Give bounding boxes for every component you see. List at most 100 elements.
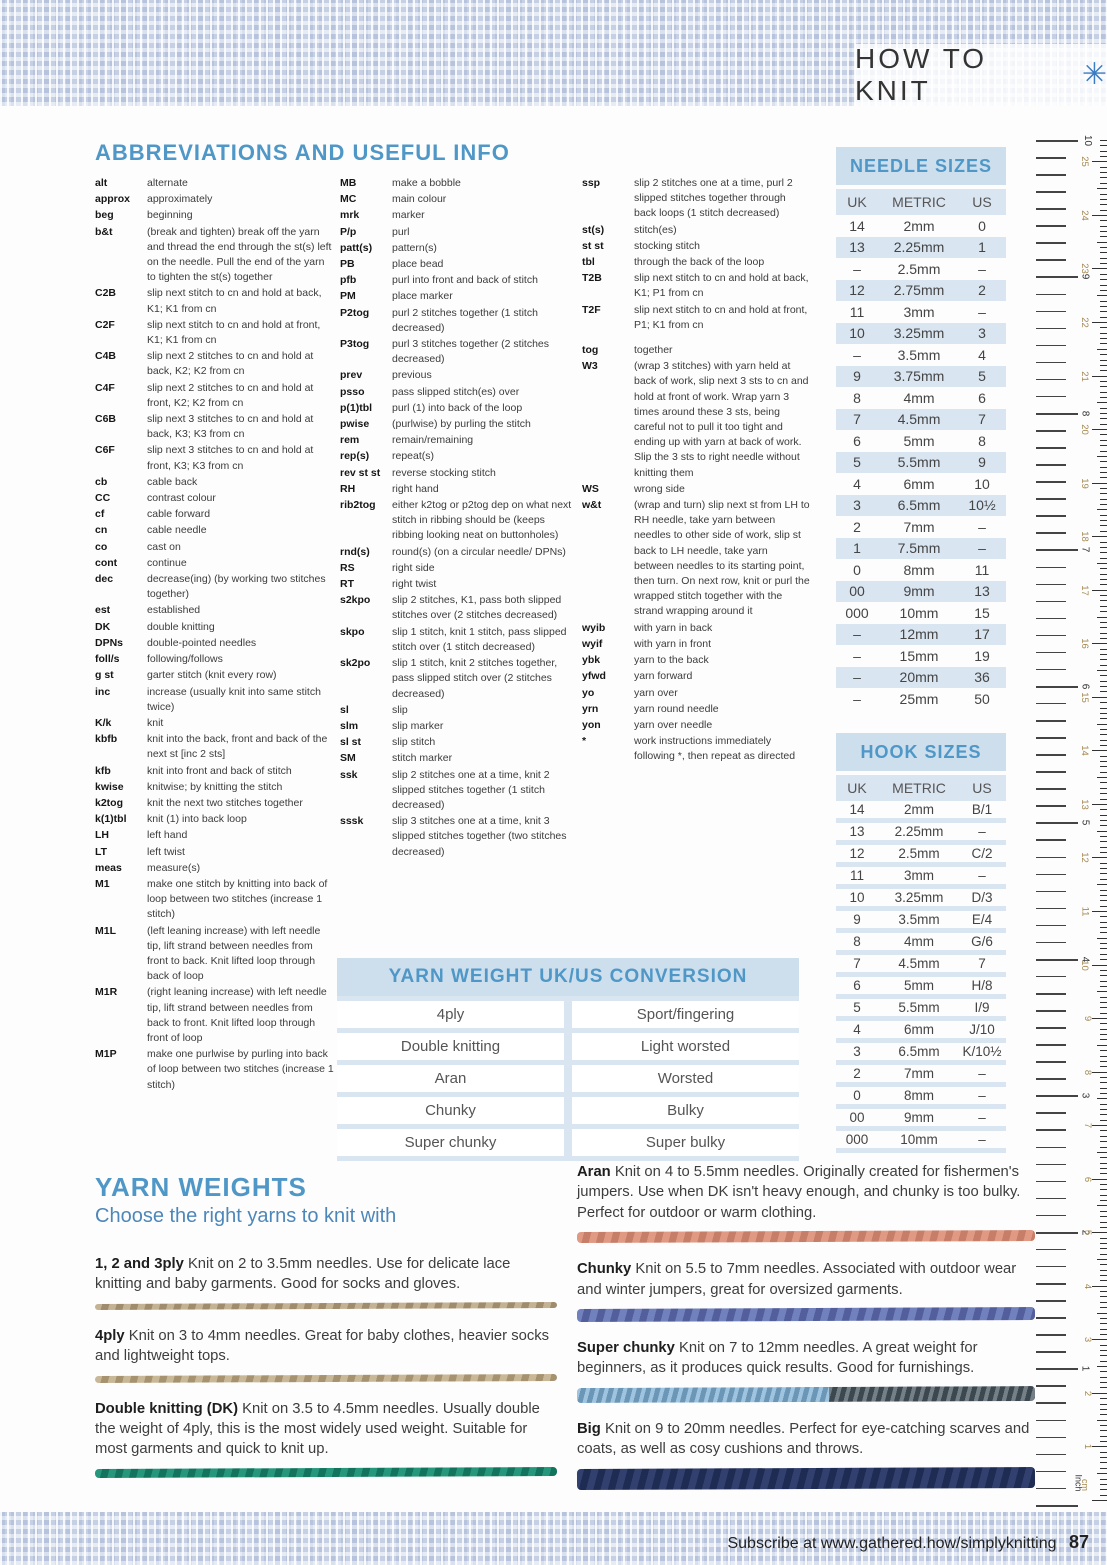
ruler-cm-tick xyxy=(1100,702,1107,704)
ruler-cm-tick xyxy=(1100,204,1107,206)
table-cell: 13 xyxy=(849,239,865,256)
abbrev-entry: meas measure(s) xyxy=(95,861,335,876)
abbrev-term: T2B xyxy=(582,272,602,285)
abbreviations-column-3: ssp slip 2 stitches one at a time, purl 2… xyxy=(582,176,810,766)
abbrev-definition: measure(s) xyxy=(147,861,201,874)
ruler-cm-tick xyxy=(1100,739,1107,741)
ruler-cm-tick xyxy=(1100,1253,1107,1255)
table-cell: 5.5mm xyxy=(898,1000,940,1015)
abbrev-definition: marker xyxy=(392,209,425,222)
conversion-cell: Worsted xyxy=(572,1065,799,1092)
abbrev-definition: beginning xyxy=(147,209,193,222)
abbrev-definition: decrease(ing) (by working two stitches t… xyxy=(147,573,326,601)
abbrev-term: alt xyxy=(95,177,108,189)
abbrev-term: C4F xyxy=(95,381,115,394)
ruler-inch-tick xyxy=(1036,1402,1066,1404)
needle-size-row: – 20mm 36 xyxy=(836,666,1006,688)
table-cell: 11 xyxy=(849,868,864,883)
ruler-inch-tick xyxy=(1036,1112,1066,1114)
abbrev-definition: purl into front and back of stitch xyxy=(392,274,538,287)
abbrev-term: b&t xyxy=(95,225,113,238)
ruler-inch-tick xyxy=(1036,958,1078,961)
ruler-cm-tick xyxy=(1100,771,1107,773)
abbrev-definition: yarn over xyxy=(634,686,678,699)
ruler-cm-tick xyxy=(1100,1269,1107,1271)
ruler-cm-tick xyxy=(1100,1291,1107,1293)
ruler-cm-tick xyxy=(1100,761,1107,763)
hook-sizes-panel: HOOK SIZES UK METRIC US 14 2mm B/1 13 2.25mm –1… xyxy=(836,733,1006,1153)
needle-sizes-panel: NEEDLE SIZES UK METRIC US 14 2mm 0 13 2.25mm 1–… xyxy=(836,147,1006,710)
ruler-cm-tick xyxy=(1100,231,1107,233)
ruler-inch-tick xyxy=(1036,1334,1066,1336)
ruler-cm-number: 4 xyxy=(1081,1283,1093,1289)
ruler-cm-tick xyxy=(1097,1419,1107,1421)
ruler-cm-tick xyxy=(1100,1184,1107,1186)
ruler-cm-tick xyxy=(1092,750,1107,752)
table-cell: – xyxy=(978,1110,986,1125)
abbrev-definition: purl (1) into back of the loop xyxy=(392,401,523,414)
abbrev-definition: (right leaning increase) with left needl… xyxy=(147,986,327,1044)
abbrev-definition: alternate xyxy=(147,177,188,189)
abbrev-definition: yarn over needle xyxy=(634,718,713,731)
table-cell: – xyxy=(853,346,861,363)
hook-size-row: 000 10mm – xyxy=(836,1131,1006,1153)
abbrev-definition: left twist xyxy=(147,845,185,858)
ruler-inch-tick xyxy=(1036,412,1078,415)
ruler-cm-tick xyxy=(1097,1044,1107,1046)
ruler-cm-tick xyxy=(1092,1339,1107,1341)
ruler-inch-number: 5 xyxy=(1079,820,1091,826)
table-cell: 3.25mm xyxy=(893,325,945,342)
ruler-cm-number: 19 xyxy=(1079,477,1091,489)
abbrev-term: pfb xyxy=(340,274,357,287)
table-cell: H/8 xyxy=(971,978,993,993)
ruler-cm-number: 21 xyxy=(1079,370,1091,382)
hook-size-row: 4 6mm J/10 xyxy=(836,1021,1006,1043)
column-header: US xyxy=(972,194,992,210)
table-cell: 20mm xyxy=(899,669,939,686)
needle-size-row: – 15mm 19 xyxy=(836,645,1006,667)
abbrev-definition: approximately xyxy=(147,193,213,206)
ruler-cm-tick xyxy=(1100,1275,1107,1277)
yarn-strand-image xyxy=(94,1301,558,1310)
knit-texture-top: HOW TO KNIT ✳ xyxy=(0,0,1107,106)
abbrev-entry: slm slip marker xyxy=(340,719,578,734)
conversion-cell: Double knitting xyxy=(337,1033,564,1060)
abbrev-entry: cont continue xyxy=(95,556,335,571)
table-cell: 5 xyxy=(853,454,861,471)
abbrev-entry: k2tog knit the next two stitches together xyxy=(95,796,335,811)
hook-size-row: 2 7mm – xyxy=(836,1065,1006,1087)
column-header: METRIC xyxy=(892,780,946,796)
ruler-cm-tick xyxy=(1100,370,1107,372)
abbrev-definition: (purlwise) by purling the stitch xyxy=(392,418,531,431)
abbrev-definition: slip next 3 stitches to cn and hold at f… xyxy=(147,444,314,472)
ruler-inch-tick xyxy=(1036,157,1066,159)
abbrev-term: RH xyxy=(340,482,356,495)
table-cell: I/9 xyxy=(974,1000,990,1015)
yarn-weight-text: Knit on 3.5 to 4.5mm needles. Usually do… xyxy=(95,1400,540,1458)
ruler-cm-tick xyxy=(1100,819,1107,821)
abbrev-term: SM xyxy=(340,752,356,765)
ruler-cm-tick xyxy=(1100,552,1107,554)
ruler-cm-tick xyxy=(1100,220,1107,222)
table-cell: 4mm xyxy=(904,934,934,949)
abbrev-entry: cf cable forward xyxy=(95,507,335,522)
abbrev-term: rev st st xyxy=(340,466,381,479)
ruler-inch-number: 3 xyxy=(1079,1093,1091,1099)
ruler-cm-tick xyxy=(1100,878,1107,880)
yarn-weights-right-column: Aran Knit on 4 to 5.5mm needles. Origina… xyxy=(576,1162,1036,1506)
ruler-cm-number: 12 xyxy=(1079,852,1091,864)
hook-size-row: 0 8mm – xyxy=(836,1087,1006,1109)
abbrev-definition: purl 3 stitches together (2 stitches dec… xyxy=(392,338,549,366)
abbrev-definition: with yarn in back xyxy=(634,621,713,634)
abbrev-definition: yarn to the back xyxy=(634,654,709,667)
abbrev-entry: cb cable back xyxy=(95,475,335,490)
table-cell: 6 xyxy=(853,432,861,449)
ruler-cm-tick xyxy=(1100,140,1107,141)
table-cell: 5mm xyxy=(904,978,934,993)
ruler-cm-tick xyxy=(1100,712,1107,714)
ruler-cm-tick xyxy=(1100,166,1107,168)
ruler-cm-tick xyxy=(1100,1076,1107,1078)
abbrev-term: LH xyxy=(95,829,109,842)
ruler-inch-number: 1 xyxy=(1079,1366,1091,1372)
ruler-cm-tick xyxy=(1100,1226,1107,1228)
